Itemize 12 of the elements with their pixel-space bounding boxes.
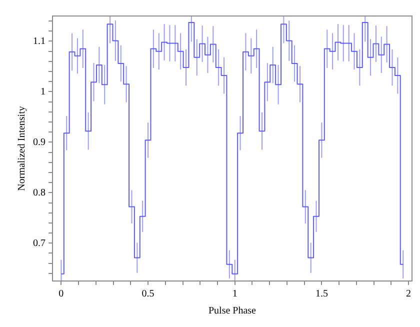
y-tick-label: 1.1 bbox=[33, 36, 46, 47]
y-tick-label: 0.7 bbox=[33, 238, 46, 249]
x-tick-label: 2 bbox=[406, 288, 412, 300]
x-tick-label: 1 bbox=[232, 288, 238, 300]
y-tick-label: 1 bbox=[40, 86, 46, 98]
y-tick-label: 0.8 bbox=[33, 187, 46, 198]
x-axis-title: Pulse Phase bbox=[208, 306, 257, 317]
x-tick-label: 0.5 bbox=[142, 288, 154, 300]
y-tick-label: 0.9 bbox=[33, 136, 46, 148]
x-tick-label: 0 bbox=[58, 288, 64, 300]
x-tick-label: 1.5 bbox=[315, 288, 328, 300]
y-axis-title: Normalized Intensity bbox=[16, 106, 28, 191]
